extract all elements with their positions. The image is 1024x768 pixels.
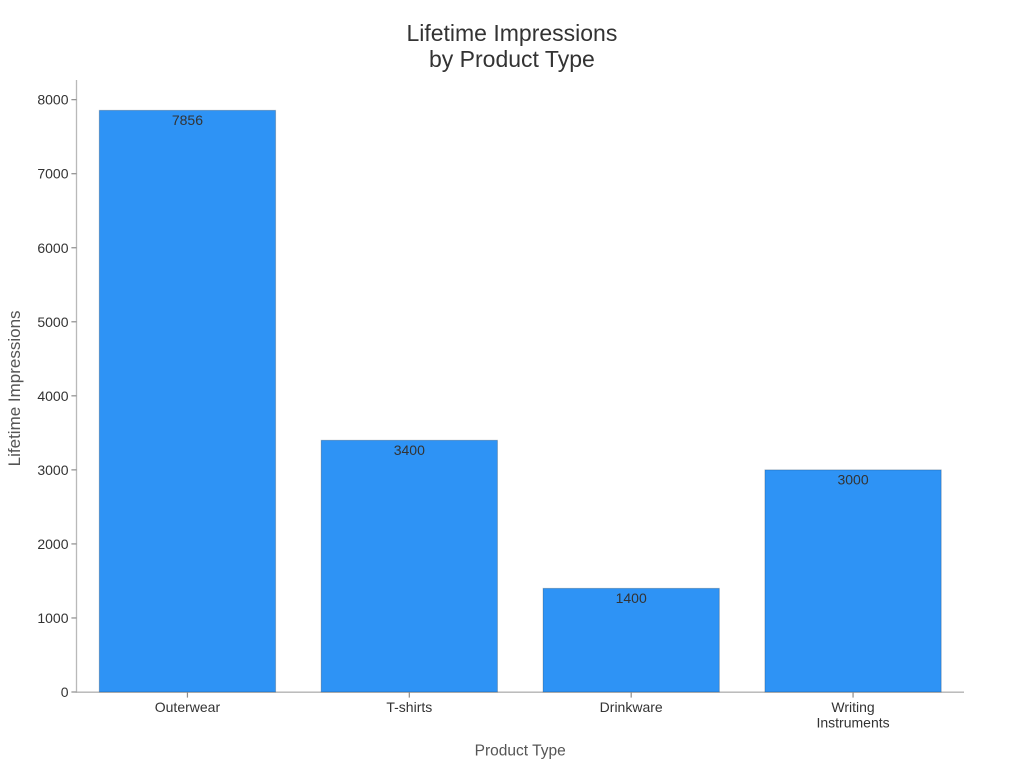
svg-text:8000: 8000 [37,92,68,108]
svg-text:1400: 1400 [616,590,647,606]
svg-text:7856: 7856 [172,112,203,128]
svg-text:Writing: Writing [831,699,874,715]
svg-text:Instruments: Instruments [816,715,889,731]
svg-text:5000: 5000 [37,314,68,330]
svg-text:Drinkware: Drinkware [600,699,663,715]
svg-text:4000: 4000 [37,388,68,404]
svg-text:1000: 1000 [37,610,68,626]
svg-text:by Product Type: by Product Type [429,46,595,72]
svg-text:Product Type: Product Type [475,743,566,760]
svg-text:6000: 6000 [37,240,68,256]
svg-text:T-shirts: T-shirts [386,699,432,715]
svg-text:2000: 2000 [37,536,68,552]
svg-text:3400: 3400 [394,442,425,458]
svg-text:3000: 3000 [837,472,868,488]
svg-text:Lifetime Impressions: Lifetime Impressions [5,310,24,466]
svg-text:0: 0 [61,684,69,700]
svg-text:7000: 7000 [37,166,68,182]
svg-text:Lifetime Impressions: Lifetime Impressions [406,20,617,46]
svg-text:Outerwear: Outerwear [155,699,221,715]
svg-text:3000: 3000 [37,462,68,478]
